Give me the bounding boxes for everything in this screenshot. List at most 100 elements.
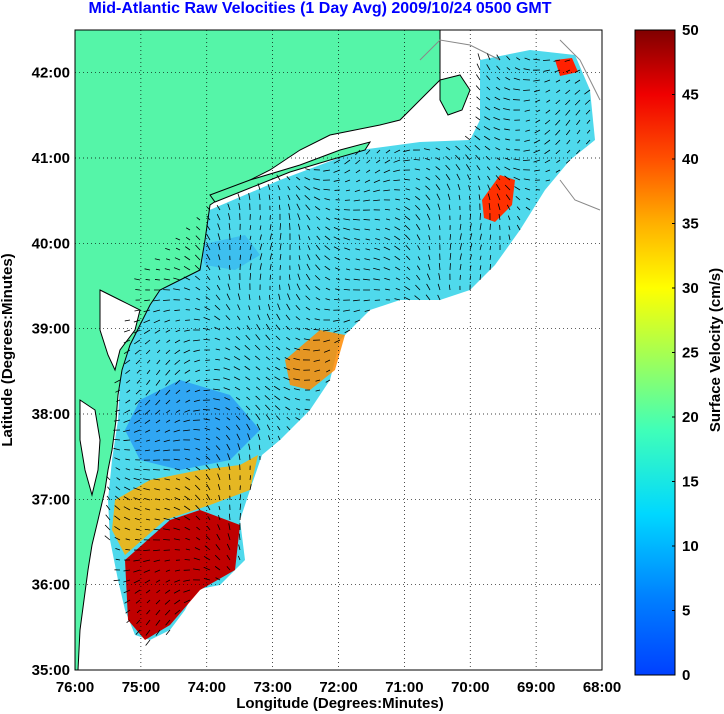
velocity-arrow: [184, 495, 191, 501]
velocity-arrow: [313, 178, 321, 181]
velocity-arrow: [184, 409, 191, 413]
velocity-arrow: [458, 194, 461, 201]
velocity-arrow: [185, 548, 191, 551]
velocity-arrow: [315, 308, 321, 311]
velocity-arrow: [405, 244, 411, 251]
y-tick-label: 38:00: [32, 406, 70, 423]
velocity-arrow: [165, 488, 171, 491]
velocity-arrow: [155, 619, 161, 626]
velocity-arrow: [203, 338, 211, 341]
velocity-arrow: [162, 299, 171, 301]
velocity-arrow: [249, 244, 252, 251]
velocity-arrow: [394, 255, 401, 261]
velocity-arrow: [216, 284, 221, 291]
velocity-arrow: [267, 304, 271, 311]
velocity-arrow: [143, 569, 151, 573]
velocity-arrow: [284, 357, 291, 361]
velocity-arrow: [134, 589, 141, 594]
velocity-arrow: [164, 507, 171, 511]
velocity-arrow: [373, 267, 381, 271]
velocity-arrow: [173, 538, 181, 541]
velocity-arrow: [504, 184, 511, 191]
velocity-arrow: [185, 458, 191, 461]
velocity-arrow: [425, 294, 431, 301]
velocity-arrow: [196, 226, 201, 231]
velocity-arrow: [334, 267, 341, 271]
velocity-arrow: [154, 518, 161, 521]
velocity-arrow: [123, 349, 131, 355]
velocity-arrow: [173, 277, 181, 281]
velocity-arrow: [195, 379, 201, 382]
velocity-arrow: [503, 97, 511, 101]
velocity-arrow: [217, 233, 221, 241]
velocity-arrow: [154, 439, 161, 443]
velocity-arrow: [194, 438, 201, 441]
velocity-arrow: [313, 196, 321, 201]
velocity-arrow: [513, 176, 521, 181]
velocity-arrow: [437, 294, 441, 301]
y-tick-labels: 35:00 36:00 37:00 38:00 39:00 40:00 41:00 42:00: [32, 65, 70, 679]
velocity-arrow: [154, 569, 161, 573]
velocity-arrow: [183, 419, 191, 423]
velocity-arrow: [514, 67, 521, 71]
velocity-arrow: [469, 243, 473, 251]
velocity-arrow: [393, 169, 401, 173]
velocity-arrow: [257, 314, 261, 321]
velocity-arrow: [216, 205, 221, 211]
velocity-arrow: [144, 419, 151, 424]
velocity-arrow: [213, 378, 221, 381]
velocity-arrow: [426, 213, 431, 221]
velocity-arrow: [313, 187, 321, 191]
cape-cod: [439, 74, 471, 116]
velocity-arrow: [203, 566, 211, 571]
velocity-arrow: [156, 589, 161, 594]
x-tick-label: 75:00: [122, 679, 160, 696]
velocity-arrow: [556, 89, 561, 93]
velocity-arrow: [163, 309, 171, 312]
velocity-arrow: [496, 193, 501, 201]
velocity-arrow: [115, 389, 121, 393]
velocity-arrow: [268, 194, 271, 201]
velocity-arrow: [293, 378, 301, 381]
velocity-arrow: [269, 253, 273, 261]
velocity-arrow: [259, 253, 263, 261]
velocity-arrow: [195, 475, 201, 481]
velocity-arrow: [278, 196, 281, 201]
velocity-arrow: [489, 234, 492, 241]
velocity-arrow: [364, 228, 371, 231]
velocity-arrow: [193, 399, 201, 403]
velocity-arrow: [248, 193, 251, 201]
velocity-arrow: [205, 473, 211, 481]
velocity-arrow: [404, 215, 411, 221]
velocity-arrow: [154, 329, 161, 334]
velocity-arrow: [276, 174, 281, 181]
velocity-arrow: [496, 76, 501, 81]
velocity-arrow: [394, 226, 401, 231]
velocity-arrow: [296, 283, 301, 291]
velocity-arrow: [125, 399, 131, 404]
velocity-arrow: [205, 455, 211, 461]
velocity-arrow: [478, 194, 481, 201]
velocity-arrow: [455, 154, 461, 161]
velocity-arrow: [279, 223, 281, 231]
velocity-arrow: [504, 157, 511, 161]
velocity-arrow: [415, 196, 421, 201]
velocity-arrow: [535, 99, 541, 103]
velocity-arrow: [373, 278, 381, 281]
velocity-arrow: [249, 235, 252, 241]
velocity-arrow: [249, 225, 252, 231]
velocity-arrow: [516, 206, 521, 211]
velocity-arrow: [133, 429, 141, 433]
velocity-arrow: [175, 237, 181, 241]
velocity-arrow: [126, 389, 131, 393]
velocity-arrow: [525, 129, 531, 132]
velocity-arrow: [479, 233, 482, 241]
velocity-arrow: [334, 298, 341, 301]
velocity-arrow: [449, 234, 452, 241]
velocity-arrow: [163, 528, 171, 531]
velocity-arrow: [585, 109, 591, 115]
velocity-arrow: [185, 227, 191, 231]
velocity-arrow: [174, 339, 181, 344]
velocity-arrow: [533, 169, 541, 172]
velocity-arrow: [504, 87, 511, 91]
